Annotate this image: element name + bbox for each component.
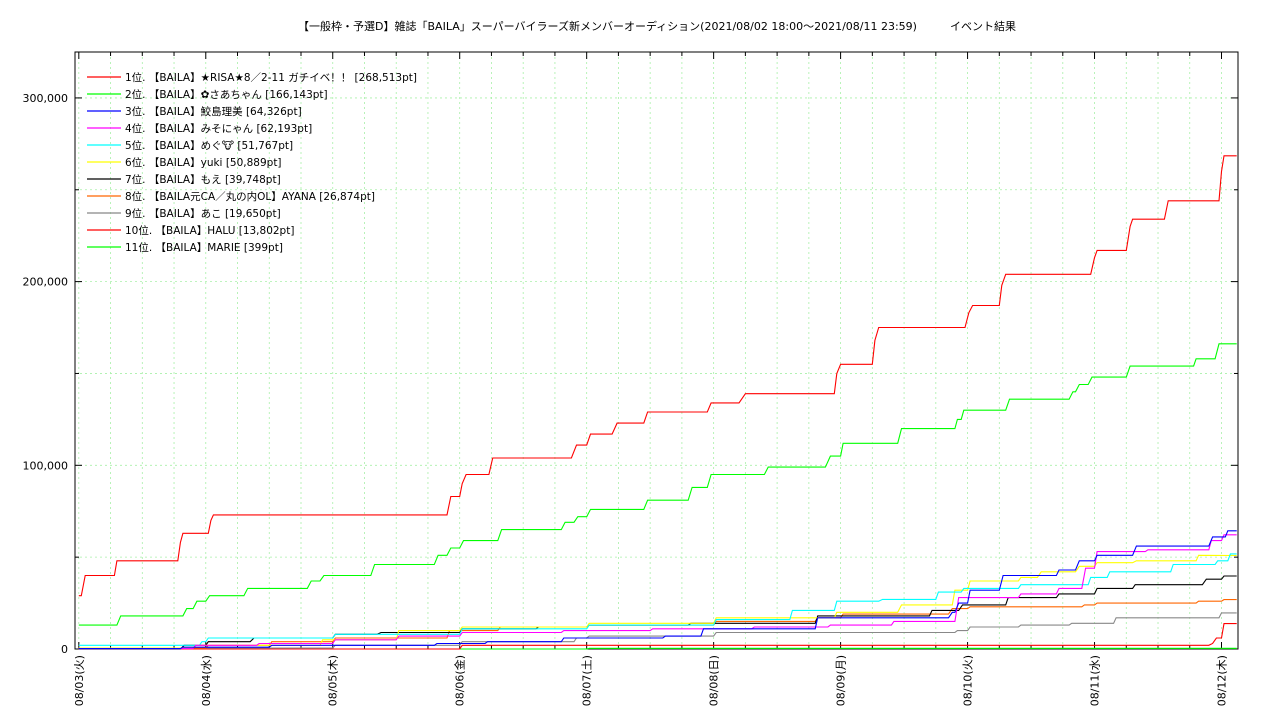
grid-lines: [75, 52, 1238, 649]
legend: 1位. 【BAILA】★RISA★8／2-11 ガチイベ！！ [268,513p…: [87, 71, 417, 254]
series-line-3: [78, 530, 1237, 650]
legend-label: 8位. 【BAILA元CA／丸の内OL】AYANA [26,874pt]: [125, 190, 375, 203]
y-tick-label: 200,000: [23, 276, 69, 289]
legend-label: 11位. 【BAILA】MARIE [399pt]: [125, 241, 283, 254]
legend-label: 4位. 【BAILA】みそにゃん [62,193pt]: [125, 122, 312, 135]
plot-frame: [74, 51, 1239, 650]
series-line-1: [78, 155, 1237, 597]
legend-label: 6位. 【BAILA】yuki [50,889pt]: [125, 156, 282, 169]
y-tick-label: 100,000: [23, 459, 69, 472]
x-tick-label: 08/06(金): [453, 655, 467, 706]
y-tick-label: 300,000: [23, 92, 69, 105]
chart-title: 【一般枠・予選D】雑誌「BAILA」スーパーバイラーズ新メンバーオーディション(…: [298, 19, 1016, 33]
legend-label: 1位. 【BAILA】★RISA★8／2-11 ガチイベ！！ [268,513p…: [125, 71, 417, 84]
x-tick-label: 08/05(木): [327, 655, 340, 706]
series-layer: [78, 155, 1237, 650]
series-line-4: [78, 534, 1237, 650]
legend-label: 3位. 【BAILA】鮫島理美 [64,326pt]: [125, 105, 302, 118]
x-tick-label: 08/09(月): [835, 655, 848, 706]
x-tick-label: 08/04(水): [200, 655, 213, 706]
legend-label: 2位. 【BAILA】✿さあちゃん [166,143pt]: [125, 88, 328, 101]
x-tick-label: 08/08(日): [708, 655, 721, 706]
legend-label: 9位. 【BAILA】あこ [19,650pt]: [125, 207, 281, 220]
legend-label: 10位. 【BAILA】HALU [13,802pt]: [125, 224, 294, 237]
x-tick-label: 08/07(土): [581, 655, 594, 706]
series-line-2: [78, 343, 1237, 626]
series-line-5: [78, 553, 1237, 646]
legend-label: 5位. 【BAILA】めぐ🐮 [51,767pt]: [125, 139, 293, 152]
x-tick-label: 08/03(火): [73, 655, 86, 706]
series-line-6: [78, 554, 1237, 649]
series-line-10: [78, 623, 1237, 650]
legend-label: 7位. 【BAILA】もえ [39,748pt]: [125, 173, 281, 186]
series-line-9: [78, 612, 1237, 649]
x-tick-label: 08/12(木): [1215, 655, 1228, 706]
y-tick-label: 0: [61, 643, 68, 656]
x-tick-label: 08/11(水): [1089, 655, 1102, 706]
x-tick-label: 08/10(火): [962, 655, 975, 706]
